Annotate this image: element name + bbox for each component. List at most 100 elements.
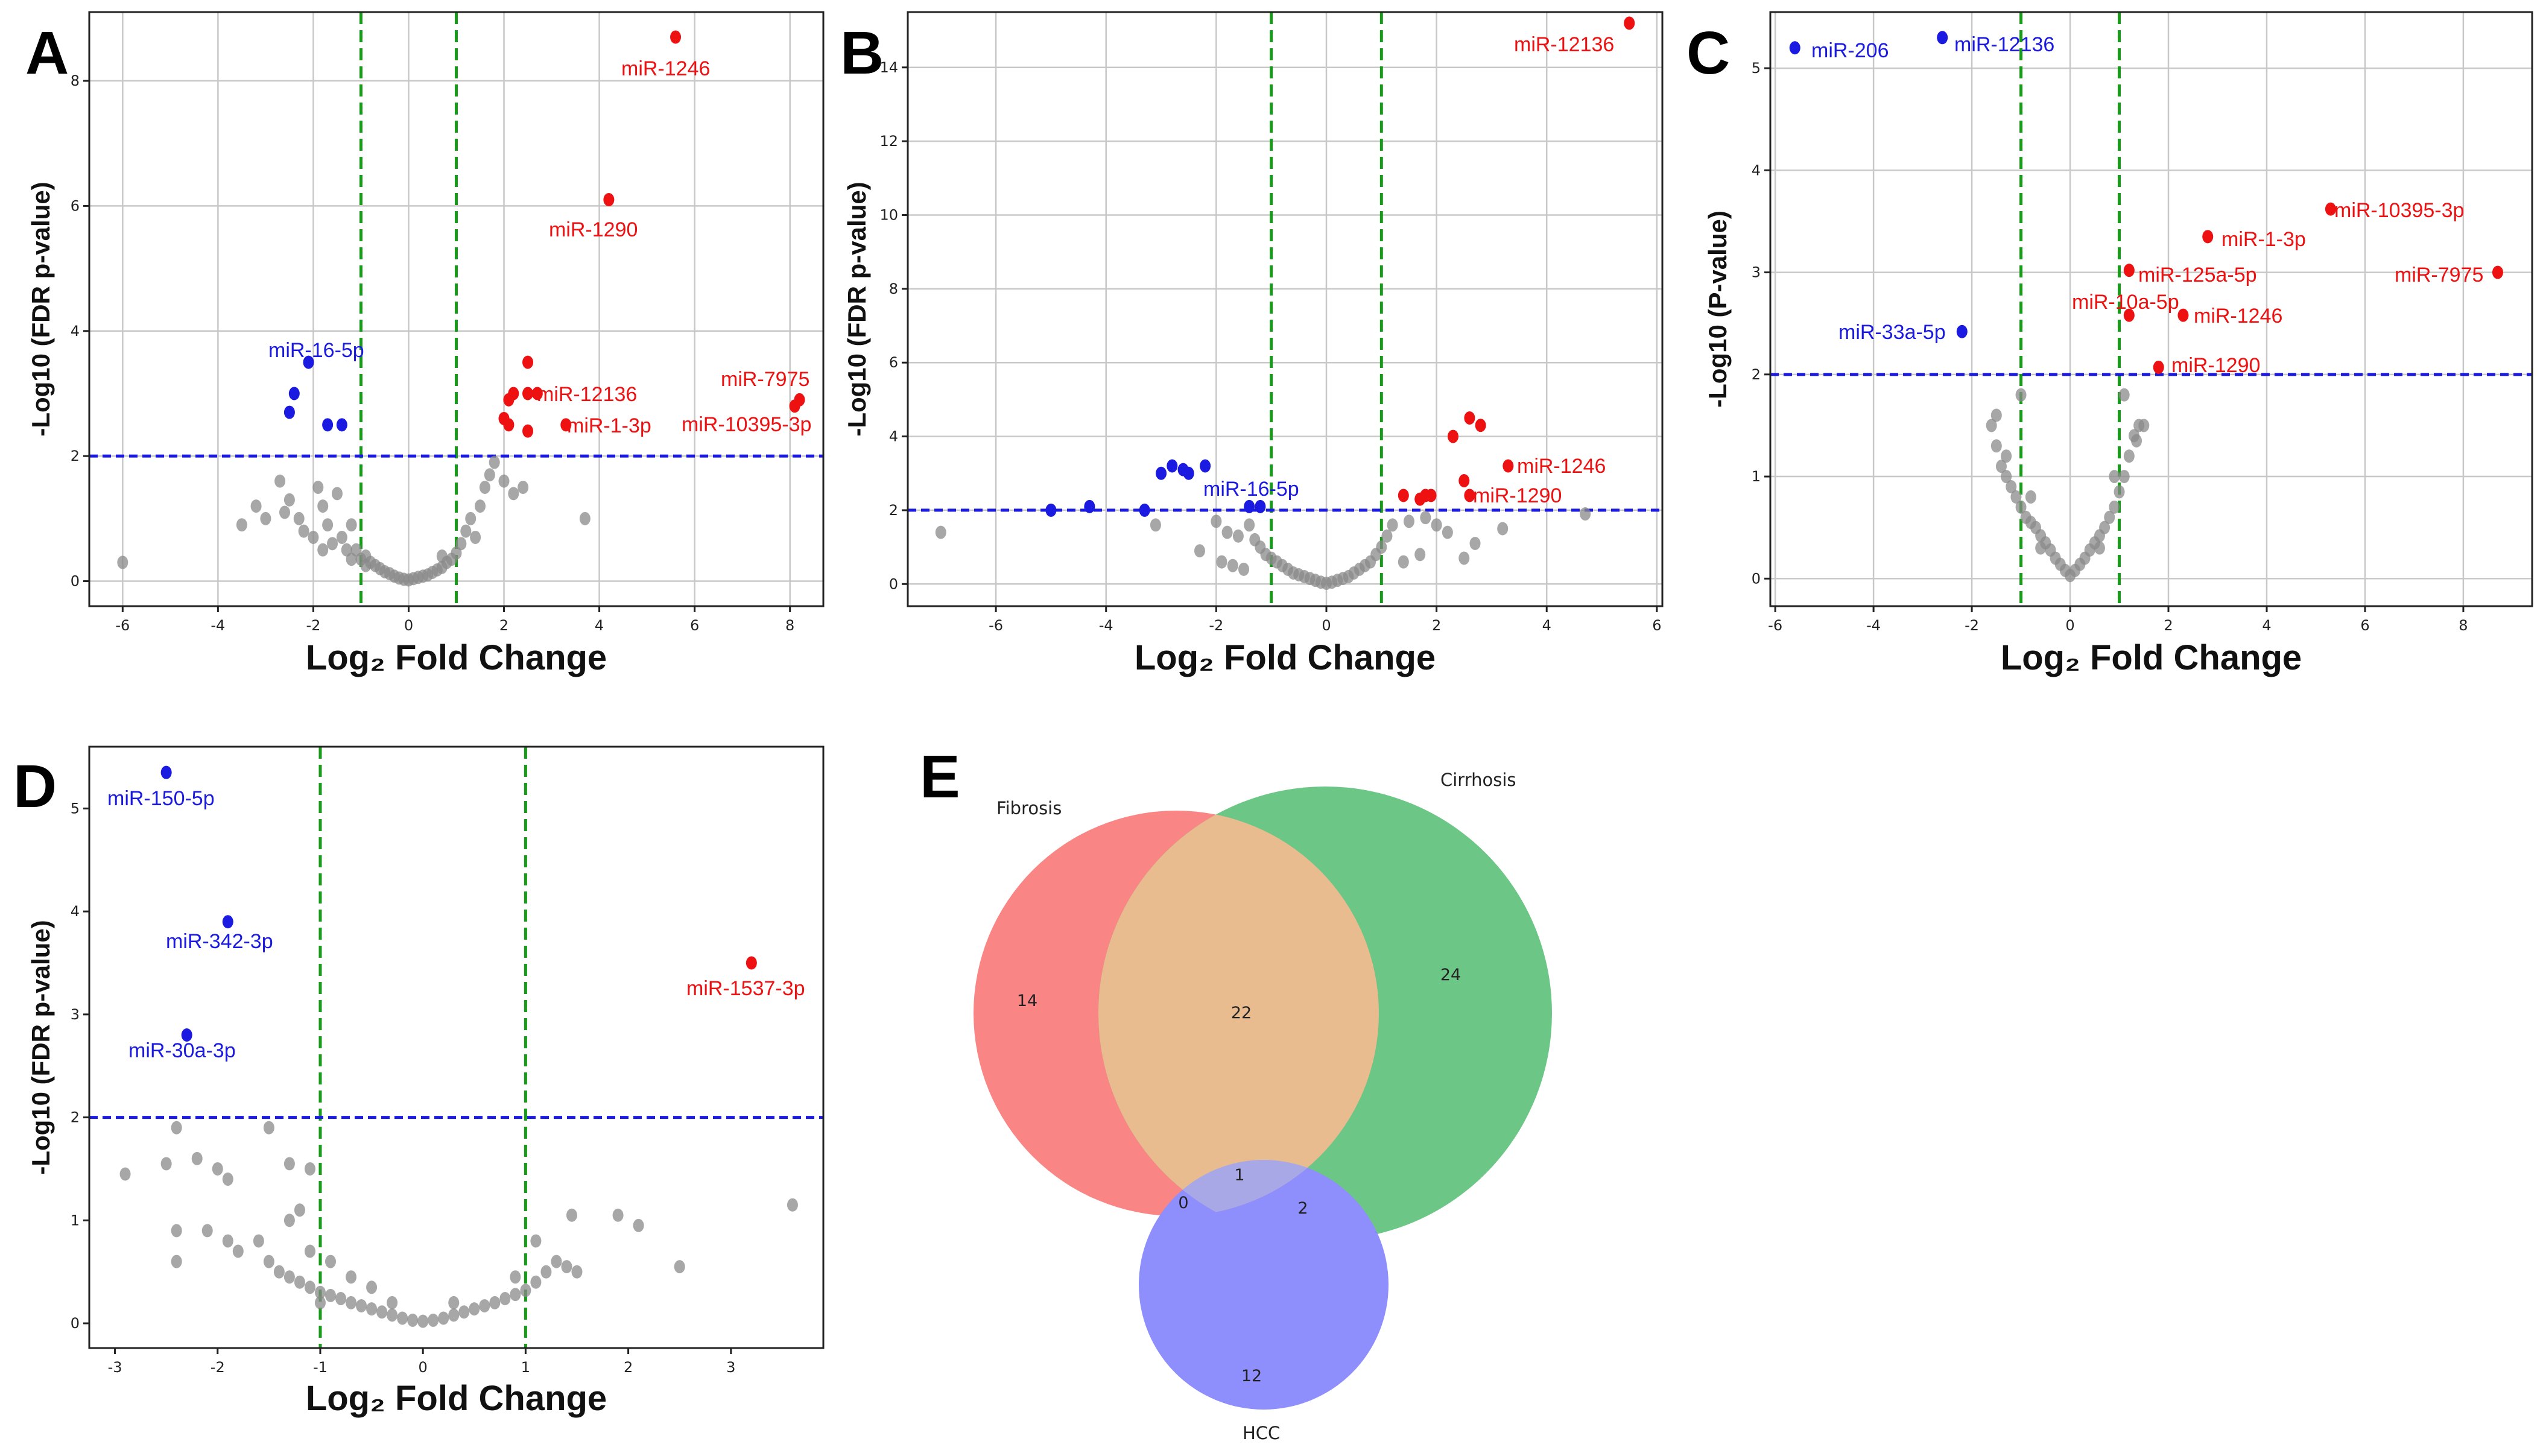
point-up-b [1624, 16, 1635, 30]
x-axis-title-b: Log₂ Fold Change [1135, 638, 1436, 677]
x-tick-label-d: 0 [419, 1359, 428, 1376]
point-up-a [503, 393, 515, 407]
point-down-a [322, 418, 334, 432]
point-ns-a [470, 530, 481, 544]
point-ns-d [346, 1270, 357, 1284]
x-tick-label-b: 6 [1652, 617, 1661, 634]
point-up-a [603, 193, 615, 207]
point-ns-d [551, 1255, 562, 1268]
panel-letter-a: A [25, 19, 69, 87]
point-ns-b [1580, 507, 1591, 521]
point-ns-c [2118, 470, 2130, 484]
venn-diagram: Fibrosis Cirrhosis HCC 14 24 12 22 1 0 2 [974, 770, 1552, 1443]
y-tick-label-c: 1 [1752, 468, 1761, 485]
point-up-c [2492, 265, 2503, 279]
point-ns-b [935, 525, 946, 539]
point-label-c: miR-10a-5p [2072, 291, 2179, 314]
point-ns-a [250, 499, 262, 513]
point-ns-c [2109, 500, 2120, 514]
point-up-d [746, 956, 757, 970]
point-ns-b [1244, 518, 1255, 532]
point-ns-b [1420, 511, 1431, 525]
point-down-c [1789, 41, 1800, 55]
point-down-d [222, 915, 233, 929]
x-tick-label-a: 6 [690, 617, 699, 634]
point-down-b [1167, 459, 1178, 473]
point-ns-d [273, 1265, 285, 1279]
point-up-b [1458, 473, 1470, 487]
point-ns-d [428, 1313, 439, 1327]
point-up-b [1503, 459, 1514, 473]
point-ns-c [2094, 541, 2105, 555]
y-axis-title-d: -Log10 (FDR p-value) [27, 920, 55, 1174]
point-ns-d [304, 1162, 315, 1176]
point-ns-b [1376, 540, 1387, 554]
point-ns-d [787, 1198, 798, 1212]
point-up-c [2123, 308, 2135, 322]
volcano-plot-a: miR-1246 miR-1290 miR-12136 miR-1-3p miR-797… [27, 11, 825, 677]
plot-frame-d [88, 745, 825, 1349]
point-ns-c [2118, 388, 2130, 402]
x-tick-label-c: 6 [2360, 617, 2369, 634]
y-tick-label-b: 12 [879, 133, 898, 150]
point-ns-a [279, 505, 291, 519]
point-ns-c [2006, 480, 2017, 493]
point-label-b: miR-1290 [1473, 484, 1562, 507]
point-ns-d [571, 1265, 583, 1279]
point-down-a [336, 418, 347, 432]
point-label-d: miR-1537-3p [686, 977, 805, 1000]
point-ns-b [1194, 544, 1205, 558]
point-ns-c [2131, 434, 2142, 448]
point-up-a [522, 355, 534, 369]
panel-letter-c: C [1686, 19, 1730, 87]
point-ns-d [294, 1275, 305, 1289]
point-ns-c [2001, 470, 2012, 484]
point-ns-c [2001, 449, 2012, 463]
point-label-b: miR-16-5p [1203, 478, 1299, 501]
point-down-b [1244, 499, 1255, 513]
x-tick-label-a: 2 [499, 617, 508, 634]
point-ns-d [171, 1255, 182, 1268]
x-tick-label-d: -2 [211, 1359, 225, 1376]
y-tick-label-c: 0 [1752, 570, 1761, 587]
point-ns-d [387, 1308, 398, 1322]
point-ns-d [191, 1151, 203, 1165]
point-ns-a [475, 499, 486, 513]
point-ns-b [1238, 562, 1250, 576]
y-tick-label-c: 2 [1752, 366, 1761, 383]
y-tick-label-c: 4 [1752, 162, 1761, 179]
point-ns-a [360, 559, 372, 572]
point-down-a [288, 387, 300, 400]
point-ns-d [171, 1224, 182, 1238]
point-ns-a [312, 481, 324, 494]
venn-count-hcc-only: 12 [1241, 1367, 1262, 1385]
point-up-b [1475, 419, 1486, 432]
point-ns-b [1150, 518, 1161, 532]
point-ns-b [1469, 536, 1481, 550]
point-down-a [283, 405, 295, 419]
point-ns-d [387, 1296, 398, 1309]
y-tick-label-b: 10 [879, 206, 898, 223]
point-ns-d [633, 1218, 644, 1232]
point-ns-a [508, 487, 519, 501]
x-tick-label-d: -1 [313, 1359, 328, 1376]
point-ns-d [283, 1270, 295, 1284]
point-label-c: miR-206 [1811, 39, 1889, 62]
point-ns-a [308, 530, 319, 544]
y-tick-label-b: 6 [889, 354, 898, 371]
point-ns-d [469, 1302, 480, 1316]
point-up-a [560, 418, 572, 432]
point-ns-d [283, 1214, 295, 1227]
plot-frame-b [907, 11, 1664, 607]
point-ns-d [325, 1288, 336, 1302]
point-down-d [160, 765, 172, 779]
point-ns-d [253, 1234, 264, 1248]
x-tick-label-d: -3 [108, 1359, 122, 1376]
point-ns-d [212, 1162, 223, 1176]
point-ns-d [356, 1299, 367, 1313]
y-tick-label-b: 2 [889, 502, 898, 519]
point-up-a [670, 30, 682, 44]
point-ns-b [1227, 559, 1238, 572]
y-tick-label-d: 2 [71, 1109, 80, 1126]
point-ns-d [510, 1288, 521, 1302]
